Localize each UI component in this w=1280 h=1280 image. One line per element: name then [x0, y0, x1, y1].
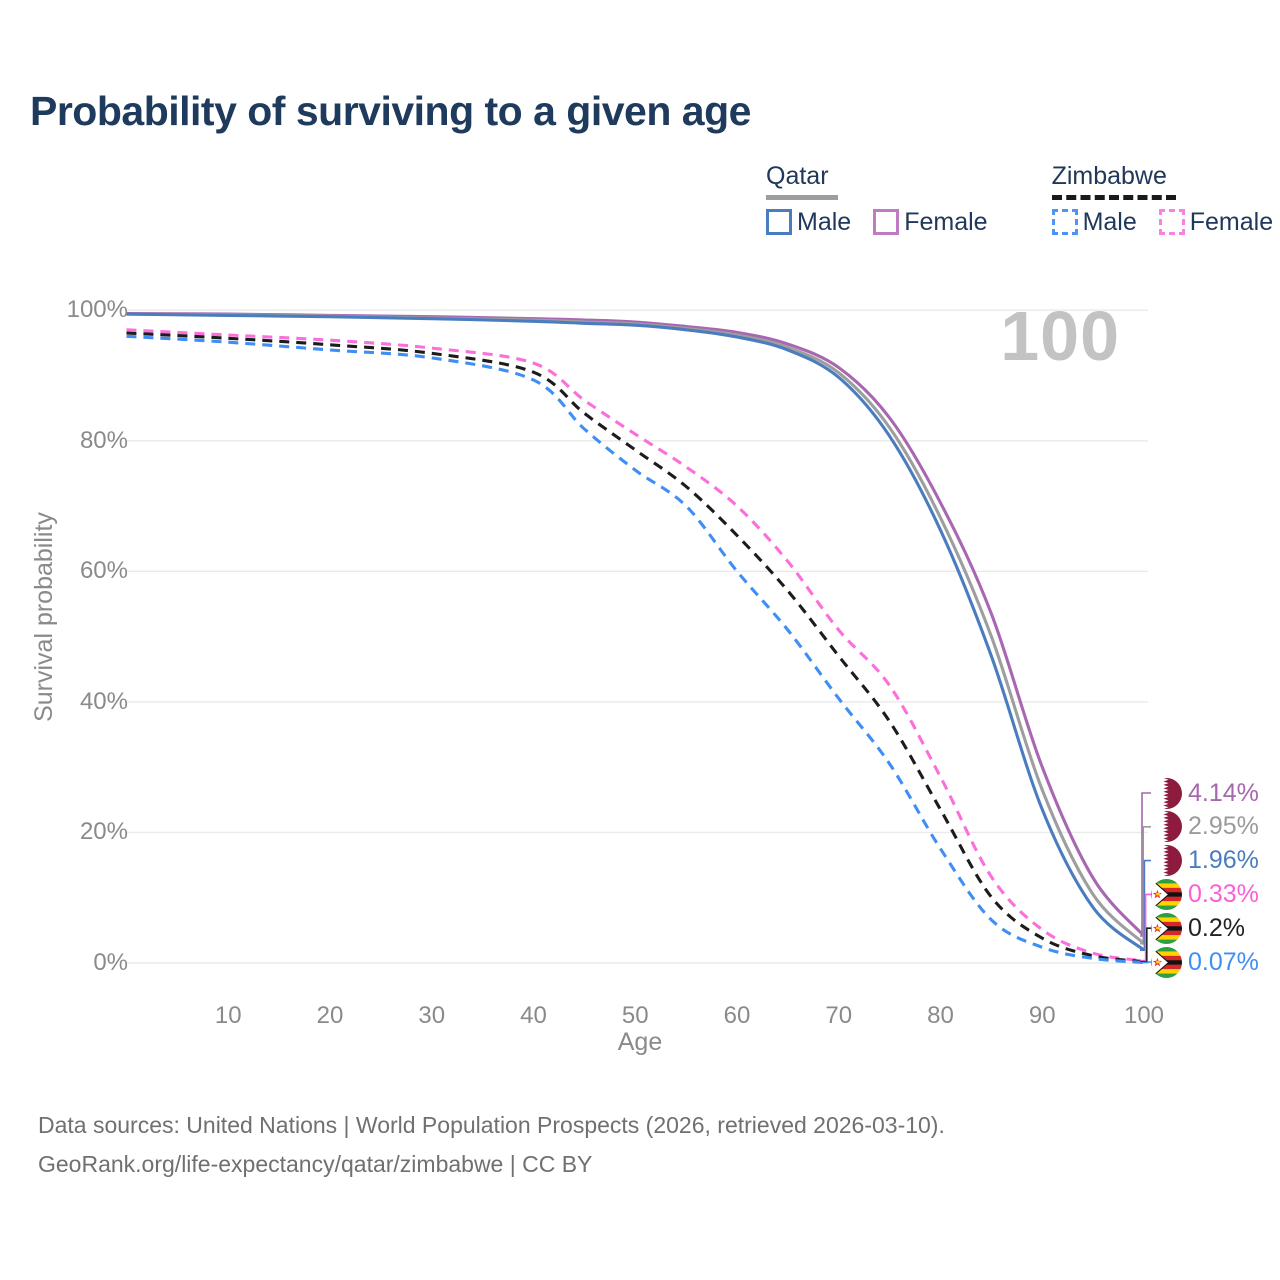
- end-label-row: 2.95%: [1151, 810, 1259, 844]
- qatar-flag-icon: [1151, 777, 1182, 809]
- legend-entry-zimbabwe-female[interactable]: Female: [1158, 207, 1274, 237]
- end-label-row: 0.07%: [1151, 945, 1259, 979]
- qatar-female-checkbox-icon[interactable]: [873, 209, 900, 235]
- y-tick-label: 40%: [79, 687, 128, 715]
- x-tick-label: 60: [723, 1002, 751, 1029]
- end-label-row: 0.33%: [1151, 877, 1259, 911]
- end-label-connectors: [1140, 792, 1151, 964]
- end-label-value: 0.2%: [1188, 913, 1245, 942]
- zimbabwe-female-checkbox-icon[interactable]: [1158, 209, 1185, 235]
- survival-curves: [126, 311, 1146, 965]
- curve-qatar-male: [126, 312, 1145, 952]
- legend-entry-label: Female: [904, 207, 988, 236]
- end-label-value: 0.07%: [1188, 947, 1259, 976]
- x-tick-label: 10: [214, 1002, 242, 1029]
- legend-group-zimbabwe: Zimbabwe Male Female: [1051, 162, 1274, 237]
- qatar-male-checkbox-icon[interactable]: [766, 209, 792, 235]
- qatar-solid-line-sample: [766, 194, 838, 200]
- zimbabwe-dashed-line-sample: [1051, 194, 1176, 200]
- x-tick-label: 40: [520, 1002, 547, 1029]
- legend-heading-qatar: Qatar: [766, 162, 829, 190]
- y-tick-label: 20%: [79, 818, 128, 846]
- footer: Data sources: United Nations | World Pop…: [38, 1106, 945, 1184]
- legend-heading-zimbabwe: Zimbabwe: [1051, 162, 1167, 190]
- connector: [1140, 859, 1151, 951]
- end-label-row: 1.96%: [1151, 844, 1259, 878]
- end-label-value: 1.96%: [1188, 846, 1259, 875]
- legend-entry-label: Male: [797, 207, 852, 236]
- x-tick-label: 50: [621, 1002, 649, 1029]
- legend-entry-qatar-male[interactable]: Male: [766, 208, 851, 237]
- connector: [1140, 826, 1151, 945]
- x-tick-label: 90: [1028, 1002, 1056, 1029]
- connector: [1140, 961, 1151, 964]
- x-tick-label: 70: [825, 1002, 853, 1029]
- x-tick-label: 20: [316, 1002, 344, 1029]
- y-tick-label: 100%: [66, 296, 128, 324]
- legend-entries-qatar: Male Female: [766, 208, 988, 237]
- qatar-flag-icon: [1151, 845, 1182, 877]
- footer-line-2: GeoRank.org/life-expectancy/qatar/zimbab…: [38, 1151, 593, 1178]
- legend-entry-label: Female: [1189, 207, 1274, 236]
- x-tick-label: 30: [418, 1002, 446, 1029]
- curve-qatar-both-sexes: [126, 312, 1146, 945]
- legend-entry-zimbabwe-male[interactable]: Male: [1051, 207, 1137, 237]
- qatar-flag-icon: [1151, 811, 1182, 843]
- footer-line-1: Data sources: United Nations | World Pop…: [38, 1112, 945, 1138]
- connector: [1140, 792, 1151, 937]
- x-axis-title: Age: [617, 1028, 663, 1056]
- end-label-value: 2.95%: [1188, 812, 1259, 841]
- zimbabwe-flag-icon: [1151, 912, 1182, 944]
- y-tick-label: 80%: [79, 426, 128, 454]
- legend-entry-label: Male: [1082, 207, 1137, 236]
- x-tick-label: 100: [1123, 1002, 1165, 1029]
- y-tick-label: 0%: [93, 949, 128, 976]
- zimbabwe-flag-icon: [1151, 946, 1182, 978]
- legend-entries-zimbabwe: Male Female: [1051, 207, 1274, 237]
- page-title: Probability of surviving to a given age: [30, 88, 751, 134]
- end-label-row: 4.14%: [1151, 776, 1259, 810]
- legend: Qatar Male Female Zimbabwe Male: [766, 162, 1274, 237]
- legend-entry-qatar-female[interactable]: Female: [873, 207, 988, 237]
- end-label-value: 0.33%: [1188, 879, 1259, 908]
- zimbabwe-male-checkbox-icon[interactable]: [1051, 209, 1078, 235]
- curve-zimbabwe-both-sexes: [126, 331, 1145, 964]
- legend-group-qatar: Qatar Male Female: [766, 162, 988, 237]
- curve-zimbabwe-female: [126, 328, 1145, 963]
- age-indicator: 100: [1000, 297, 1120, 375]
- zimbabwe-flag-icon: [1151, 878, 1182, 910]
- curve-zimbabwe-male: [126, 334, 1145, 965]
- curve-qatar-female: [126, 311, 1146, 938]
- y-axis-title: Survival probability: [30, 512, 58, 722]
- x-tick-label: 80: [927, 1002, 954, 1029]
- end-label-value: 4.14%: [1188, 778, 1259, 807]
- gridlines: [127, 309, 1148, 964]
- end-label-row: 0.2%: [1151, 911, 1245, 945]
- y-tick-label: 60%: [79, 557, 128, 585]
- connector: [1140, 893, 1151, 962]
